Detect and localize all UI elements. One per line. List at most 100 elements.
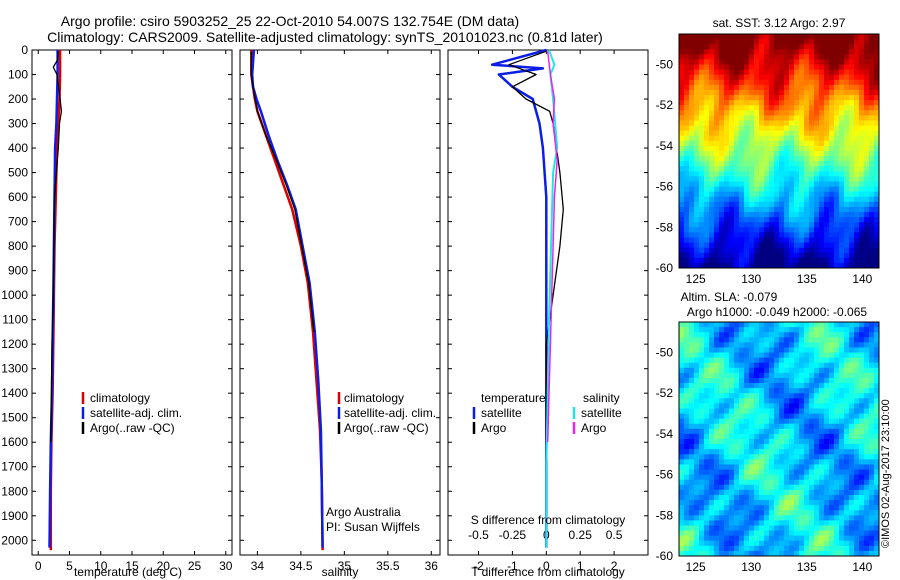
heatmap-cell xyxy=(759,227,765,233)
heatmap-cell xyxy=(734,500,740,506)
heatmap-cell xyxy=(799,439,805,445)
heatmap-cell xyxy=(764,535,770,542)
heatmap-cell xyxy=(709,423,715,430)
heatmap-cell xyxy=(864,247,870,254)
heatmap-cell xyxy=(749,530,755,537)
heatmap-cell xyxy=(694,49,700,55)
depth-tick-label: 1300 xyxy=(1,362,28,376)
heatmap-cell xyxy=(809,408,815,415)
depth-tick-label: 500 xyxy=(8,166,28,180)
map-x-tick-label: 140 xyxy=(852,272,872,286)
heatmap-cell xyxy=(754,69,760,76)
heatmap-cell xyxy=(809,196,815,203)
heatmap-cell xyxy=(704,84,710,91)
heatmap-cell xyxy=(754,520,760,527)
heatmap-cell xyxy=(754,262,760,268)
heatmap-cell xyxy=(714,120,720,127)
heatmap-cell xyxy=(834,186,840,193)
heatmap-cell xyxy=(829,520,835,527)
heatmap-cell xyxy=(759,135,765,142)
heatmap-cell xyxy=(679,505,685,511)
heatmap-cell xyxy=(809,398,815,404)
heatmap-cell xyxy=(799,176,805,183)
heatmap-cell xyxy=(784,530,790,537)
heatmap-cell xyxy=(709,479,715,486)
heatmap-cell xyxy=(694,247,700,254)
heatmap-cell xyxy=(709,433,715,440)
heatmap-cell xyxy=(844,362,850,369)
heatmap-cell xyxy=(779,489,785,496)
heatmap-cell xyxy=(714,186,720,193)
heatmap-cell xyxy=(819,479,825,486)
heatmap-cell xyxy=(824,115,830,122)
heatmap-cell xyxy=(704,408,710,415)
heatmap-cell xyxy=(809,232,815,239)
heatmap-cell xyxy=(764,433,770,440)
heatmap-cell xyxy=(799,377,805,384)
heatmap-cell xyxy=(749,327,755,333)
heatmap-cell xyxy=(764,206,770,213)
heatmap-cell xyxy=(799,484,805,491)
heatmap-cell xyxy=(799,403,805,410)
heatmap-cell xyxy=(844,206,850,213)
heatmap-cell xyxy=(769,151,775,157)
heatmap-cell xyxy=(754,398,760,404)
heatmap-cell xyxy=(684,201,690,208)
heatmap-cell xyxy=(709,212,715,218)
heatmap-cell xyxy=(709,484,715,491)
heatmap-cell xyxy=(839,489,845,496)
heatmap-cell xyxy=(844,398,850,404)
heatmap-cell xyxy=(709,500,715,506)
sst-map-title: sat. SST: 3.12 Argo: 2.97 xyxy=(713,16,846,30)
heatmap-cell xyxy=(834,196,840,203)
heatmap-cell xyxy=(784,484,790,491)
heatmap-cell xyxy=(814,156,820,162)
heatmap-cell xyxy=(849,95,855,101)
heatmap-cell xyxy=(734,433,740,440)
heatmap-cell xyxy=(734,115,740,122)
heatmap-cell xyxy=(784,34,790,40)
heatmap-cell xyxy=(814,362,820,369)
heatmap-cell xyxy=(689,237,695,244)
heatmap-cell xyxy=(864,201,870,208)
heatmap-cell xyxy=(859,191,865,198)
heatmap-cell xyxy=(769,237,775,244)
heatmap-cell xyxy=(799,44,805,50)
heatmap-cell xyxy=(754,505,760,511)
heatmap-cell xyxy=(724,332,730,338)
heatmap-cell xyxy=(699,125,705,132)
heatmap-cell xyxy=(819,403,825,410)
heatmap-cell xyxy=(744,398,750,404)
heatmap-cell xyxy=(759,79,765,86)
heatmap-cell xyxy=(809,145,815,152)
heatmap-cell xyxy=(804,413,810,420)
heatmap-cell xyxy=(874,59,879,66)
heatmap-cell xyxy=(744,252,750,259)
heatmap-cell xyxy=(709,535,715,542)
heatmap-cell xyxy=(689,357,695,364)
heatmap-cell xyxy=(819,257,825,264)
heatmap-cell xyxy=(749,423,755,430)
heatmap-cell xyxy=(789,347,795,354)
heatmap-cell xyxy=(729,156,735,162)
heatmap-cell xyxy=(719,469,725,476)
heatmap-cell xyxy=(819,217,825,223)
heatmap-cell xyxy=(819,362,825,369)
heatmap-cell xyxy=(754,186,760,193)
heatmap-cell xyxy=(809,489,815,496)
heatmap-cell xyxy=(774,135,780,142)
legend-temperature-title: temperature xyxy=(481,391,546,405)
heatmap-cell xyxy=(714,454,720,460)
heatmap-cell xyxy=(794,59,800,66)
heatmap-cell xyxy=(814,408,820,415)
heatmap-cell xyxy=(679,428,685,435)
heatmap-cell xyxy=(769,110,775,116)
heatmap-cell xyxy=(784,444,790,450)
heatmap-cell xyxy=(724,135,730,142)
heatmap-cell xyxy=(819,357,825,364)
heatmap-cell xyxy=(719,327,725,333)
heatmap-cell xyxy=(864,535,870,542)
heatmap-cell xyxy=(689,49,695,55)
heatmap-cell xyxy=(749,362,755,369)
heatmap-cell xyxy=(859,186,865,193)
